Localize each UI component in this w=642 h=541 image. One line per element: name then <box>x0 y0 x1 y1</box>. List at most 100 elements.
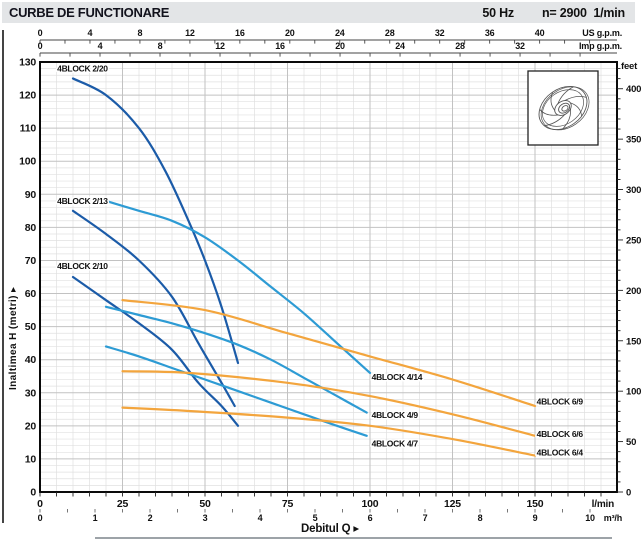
axis-unit-us-g-p-m: US g.p.m. <box>582 28 622 38</box>
axis-m3-h: 0 1 2 3 4 5 6 7 8 9 10 m³/h <box>38 509 622 523</box>
curve-label-4block-2-20: 4BLOCK 2/20 <box>57 64 108 74</box>
svg-text:150: 150 <box>527 498 544 510</box>
svg-text:120: 120 <box>19 90 36 102</box>
svg-text:400: 400 <box>626 84 641 95</box>
axis-feet: 0 50 100 150 200 250 300 350 400 feet <box>617 61 641 499</box>
svg-text:28: 28 <box>455 41 465 51</box>
svg-text:250: 250 <box>626 235 641 246</box>
svg-text:36: 36 <box>485 28 495 38</box>
curve-label-4block-2-10: 4BLOCK 2/10 <box>57 261 108 271</box>
title-bar: CURBE DE FUNCTIONARE 50 Hz n= 2900 1/min <box>2 2 635 23</box>
svg-text:5: 5 <box>313 513 318 523</box>
svg-text:0: 0 <box>37 498 43 510</box>
svg-text:50: 50 <box>199 498 211 510</box>
svg-text:24: 24 <box>395 41 405 51</box>
svg-text:24: 24 <box>335 28 345 38</box>
svg-text:200: 200 <box>626 286 641 297</box>
svg-text:8: 8 <box>138 28 143 38</box>
svg-text:1: 1 <box>93 513 98 523</box>
svg-text:8: 8 <box>478 513 483 523</box>
plot-frame <box>39 61 618 493</box>
axis-unit-imp-g-p-m: Imp g.p.m. <box>579 41 622 51</box>
svg-text:4: 4 <box>98 41 103 51</box>
svg-text:10: 10 <box>25 453 37 465</box>
page-title: CURBE DE FUNCTIONARE <box>9 5 170 20</box>
curve-label-4block-6-9: 4BLOCK 6/9 <box>537 397 584 407</box>
svg-text:25: 25 <box>117 498 129 510</box>
svg-text:12: 12 <box>215 41 225 51</box>
svg-text:125: 125 <box>444 498 461 510</box>
svg-text:110: 110 <box>20 123 37 135</box>
curve-label-4block-4-9: 4BLOCK 4/9 <box>372 410 419 420</box>
axis-unit-feet: feet <box>621 61 638 72</box>
svg-text:7: 7 <box>423 513 428 523</box>
curve-4block-2-10 <box>71 275 240 427</box>
curve-4block-6-9 <box>121 299 537 408</box>
svg-text:0: 0 <box>38 513 43 523</box>
svg-text:0: 0 <box>38 28 43 38</box>
svg-text:16: 16 <box>275 41 285 51</box>
frequency-label: 50 Hz <box>482 5 514 20</box>
axis-unit-m3-h: m³/h <box>604 513 622 523</box>
axis-us-g-p-m: 0 4 8 12 16 20 24 28 32 36 40 US g.p.m. <box>38 28 622 44</box>
svg-text:10: 10 <box>585 513 595 523</box>
svg-text:32: 32 <box>515 41 525 51</box>
svg-text:6: 6 <box>368 513 373 523</box>
svg-text:30: 30 <box>25 387 37 399</box>
svg-text:50: 50 <box>626 437 636 448</box>
svg-text:40: 40 <box>25 354 37 366</box>
speed-label: n= 2900 1/min <box>541 5 625 20</box>
svg-text:130: 130 <box>19 57 36 69</box>
svg-text:3: 3 <box>203 513 208 523</box>
svg-text:350: 350 <box>626 135 641 146</box>
svg-text:0: 0 <box>626 488 631 499</box>
svg-text:40: 40 <box>535 28 545 38</box>
svg-text:4: 4 <box>88 28 93 38</box>
svg-text:4: 4 <box>258 513 263 523</box>
curve-4block-4-9 <box>104 305 368 414</box>
svg-text:8: 8 <box>158 41 163 51</box>
curve-label-4block-4-7: 4BLOCK 4/7 <box>372 439 419 449</box>
impeller-icon <box>538 85 590 131</box>
svg-text:Debitul Q ▸: Debitul Q ▸ <box>301 523 359 535</box>
svg-text:20: 20 <box>285 28 295 38</box>
svg-text:50: 50 <box>25 321 37 333</box>
svg-text:12: 12 <box>185 28 195 38</box>
curve-label-4block-6-6: 4BLOCK 6/6 <box>537 429 584 439</box>
curve-4block-6-6 <box>121 370 537 437</box>
axis-l-min: 0 25 50 75 100 125 150 l/min <box>37 492 614 510</box>
svg-text:2: 2 <box>148 513 153 523</box>
curve-label-4block-6-4: 4BLOCK 6/4 <box>537 447 584 457</box>
axis-imp-g-p-m: 0 4 8 12 16 20 24 28 32 Imp g.p.m. <box>38 41 622 57</box>
svg-text:16: 16 <box>235 28 245 38</box>
svg-text:0: 0 <box>38 41 43 51</box>
curve-4block-2-20 <box>71 77 240 365</box>
curve-4block-4-14 <box>104 199 372 374</box>
svg-text:60: 60 <box>25 288 37 300</box>
axis-metri: 0 10 20 30 40 50 60 70 80 90 100 110 120 130 Inaltimea… <box>8 57 37 499</box>
curve-labels: 4BLOCK 2/20 4BLOCK 2/13 4BLOCK 2/10 4BLOCK … <box>56 62 585 459</box>
operating-specs: 50 Hz n= 2900 1/min <box>454 6 625 20</box>
svg-text:150: 150 <box>626 336 641 347</box>
curve-4block-4-7 <box>104 345 368 437</box>
curve-4block-2-13 <box>71 209 236 408</box>
x-axis-title: Debitul Q ▸ <box>301 523 360 535</box>
svg-text:75: 75 <box>282 498 294 510</box>
svg-text:80: 80 <box>25 222 37 234</box>
svg-text:32: 32 <box>435 28 445 38</box>
impeller-box <box>527 70 599 146</box>
svg-text:28: 28 <box>385 28 395 38</box>
axis-unit-l-min: l/min <box>592 499 614 510</box>
svg-text:Inaltimea H (metri) ▸: Inaltimea H (metri) ▸ <box>8 287 19 390</box>
curve-label-4block-2-13: 4BLOCK 2/13 <box>57 196 108 206</box>
curve-4block-6-4 <box>121 406 537 457</box>
curve-label-4block-4-14: 4BLOCK 4/14 <box>372 372 423 382</box>
svg-text:100: 100 <box>19 156 36 168</box>
svg-text:20: 20 <box>25 420 37 432</box>
svg-text:300: 300 <box>626 185 641 196</box>
svg-text:20: 20 <box>335 41 345 51</box>
svg-text:70: 70 <box>25 255 37 267</box>
svg-text:100: 100 <box>626 387 641 398</box>
